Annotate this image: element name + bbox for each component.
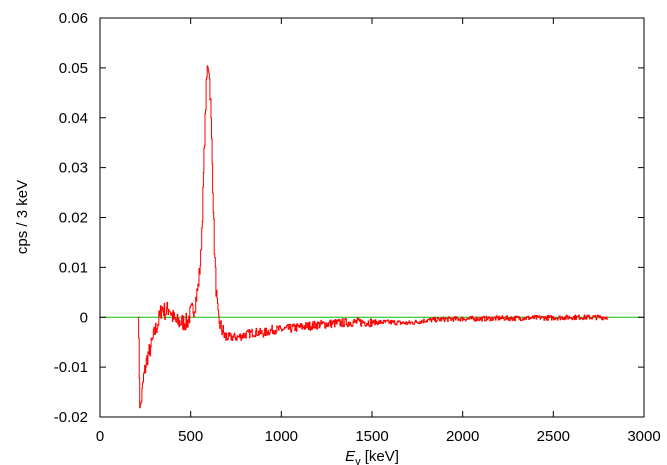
series-layer: [100, 65, 644, 409]
x-axis-label-symbol: E: [345, 448, 356, 465]
x-tick-label: 1000: [265, 428, 298, 445]
y-tick-label: 0.03: [59, 160, 88, 177]
y-axis-label: cps / 3 keV: [14, 180, 31, 254]
x-axis-label-unit: [keV]: [361, 448, 399, 465]
x-axis-label-subscript: γ: [355, 456, 361, 465]
y-tick-label: 0.06: [59, 10, 88, 27]
tick-layer: 0 500 1000 1500 2000 2500 3000 -0.02 -0.01 0 0.01 0…: [54, 10, 661, 445]
x-tick-label: 1500: [355, 428, 388, 445]
plot-frame: [99, 17, 645, 418]
spectrum-series-line: [138, 65, 609, 409]
y-tick-label: -0.01: [54, 359, 88, 376]
x-tick-label: 0: [96, 428, 104, 445]
y-tick-label: 0.01: [59, 259, 88, 276]
x-tick-label: 500: [178, 428, 203, 445]
x-axis-label: Eγ [keV]: [345, 448, 399, 465]
x-tick-label: 2000: [446, 428, 479, 445]
y-tick-label: 0.02: [59, 210, 88, 227]
x-tick-label: 2500: [537, 428, 570, 445]
y-tick-label: 0: [80, 309, 88, 326]
y-tick-label: 0.04: [59, 110, 88, 127]
x-tick-label: 3000: [627, 428, 660, 445]
y-tick-label: -0.02: [54, 409, 88, 426]
y-tick-label: 0.05: [59, 60, 88, 77]
